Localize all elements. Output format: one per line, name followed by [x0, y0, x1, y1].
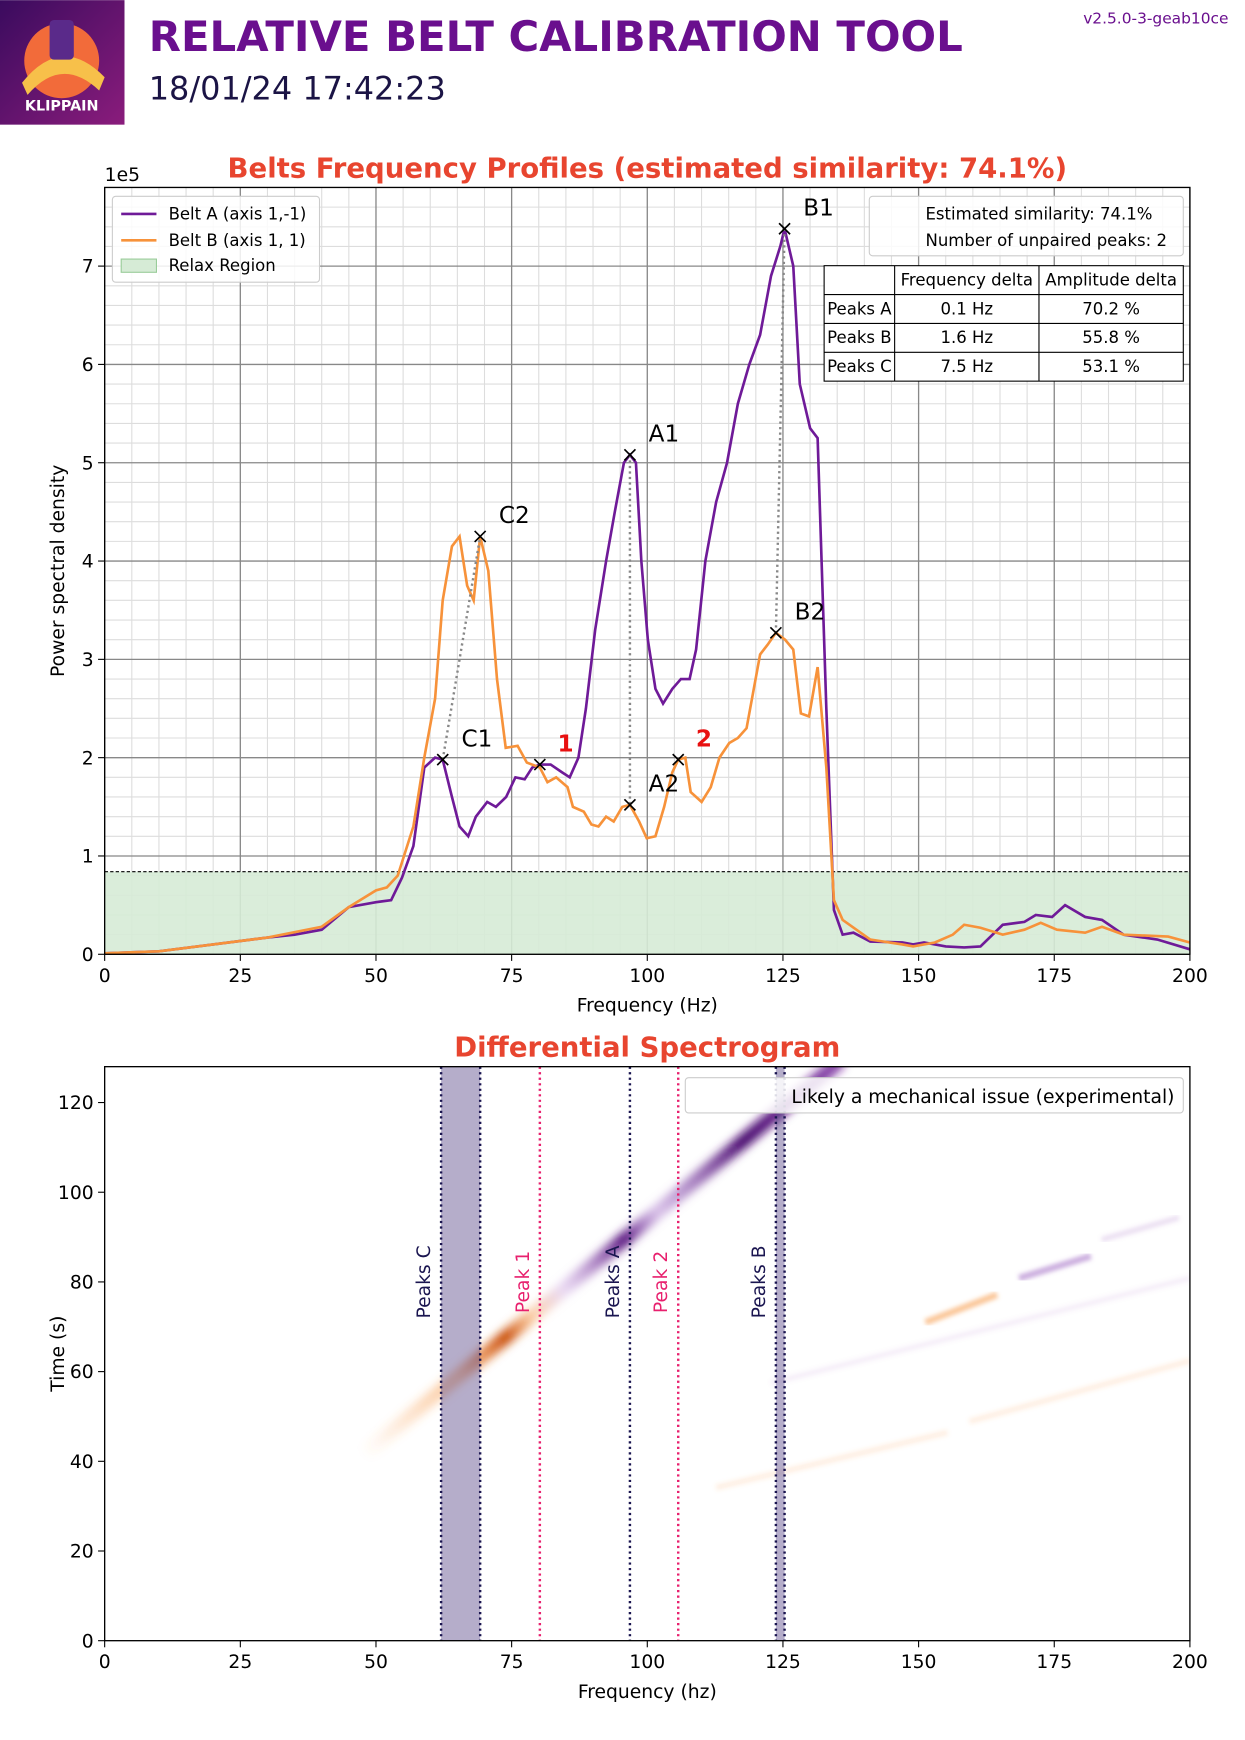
- table-cell: Peaks B: [827, 328, 891, 347]
- plot-frame: [104, 1066, 1191, 1642]
- peak-marker: [623, 448, 637, 461]
- table-cell: Peaks A: [827, 299, 892, 318]
- annotation-box: [684, 1077, 1184, 1114]
- peak-line-label: Peaks C: [414, 1245, 435, 1318]
- peak-label: C1: [461, 726, 492, 752]
- legend-swatch: [120, 258, 158, 273]
- y-tick-label: 2: [82, 748, 94, 769]
- series-line: [104, 533, 1191, 955]
- table-cell: 7.5 Hz: [940, 357, 993, 376]
- chart-title: Belts Frequency Profiles (estimated simi…: [228, 153, 1068, 185]
- info-text: Number of unpaired peaks: 2: [925, 231, 1166, 250]
- y-tick-label: 40: [70, 1452, 94, 1473]
- y-tick-label: 7: [82, 257, 94, 278]
- plot-frame: [104, 186, 1191, 955]
- y-tick-label: 4: [82, 552, 94, 573]
- chart-title: Differential Spectrogram: [454, 1032, 840, 1064]
- legend: Belt A (axis 1,-1) Belt B (axis 1, 1) Rela…: [111, 195, 321, 283]
- y-axis-label: Time (s): [48, 1316, 69, 1393]
- x-tick-label: 100: [629, 1652, 665, 1673]
- peak-marker: [769, 626, 782, 639]
- x-tick-label: 75: [500, 1652, 524, 1673]
- x-tick-label: 0: [99, 1652, 111, 1673]
- page-title: RELATIVE BELT CALIBRATION TOOL: [149, 12, 963, 61]
- x-tick-label: 125: [765, 1652, 801, 1673]
- peak-marker: [672, 753, 685, 766]
- table-cell: 0.1 Hz: [940, 299, 993, 318]
- y-tick-label: 0: [82, 945, 94, 966]
- peak-label: C2: [499, 503, 530, 529]
- x-tick-label: 50: [364, 966, 388, 987]
- x-tick-label: 0: [99, 966, 111, 987]
- x-tick-label: 150: [901, 966, 937, 987]
- peak-pair-link: [441, 536, 482, 760]
- table-cell: Peaks C: [827, 357, 892, 376]
- y-tick-label: 20: [70, 1542, 94, 1563]
- spectrogram-image: [356, 1066, 1190, 1491]
- x-axis-label: Frequency (Hz): [577, 996, 718, 1017]
- y-tick-label: 0: [82, 1631, 94, 1652]
- x-tick-label: 50: [364, 1652, 388, 1673]
- relax-region: [104, 871, 1190, 955]
- x-tick-label: 200: [1172, 1652, 1208, 1673]
- table-cell: 55.8 %: [1082, 328, 1140, 347]
- peak-line-label: Peak 1: [513, 1251, 534, 1313]
- x-tick-label: 25: [228, 966, 252, 987]
- x-axis-label: Frequency (hz): [578, 1682, 717, 1703]
- unpaired-peak-label: 1: [557, 731, 573, 757]
- info-box: [868, 195, 1184, 257]
- table-cell: 53.1 %: [1082, 357, 1140, 376]
- y-tick-label: 3: [82, 650, 94, 671]
- x-tick-label: 100: [629, 966, 665, 987]
- logo: KLIPPAIN: [0, 0, 125, 125]
- x-tick-label: 175: [1036, 1652, 1072, 1673]
- peak-pair-link: [774, 228, 786, 633]
- table-header: Amplitude delta: [1045, 271, 1177, 290]
- y-tick-label: 120: [58, 1093, 94, 1114]
- peak-line-label: Peaks B: [749, 1245, 770, 1318]
- table-cell: 70.2 %: [1082, 299, 1140, 318]
- legend-label: Belt A (axis 1,-1): [169, 204, 307, 223]
- peak-marker: [623, 798, 637, 811]
- logo-text: KLIPPAIN: [25, 98, 99, 114]
- y-axis-label: Power spectral density: [48, 465, 69, 677]
- y-tick-label: 60: [70, 1362, 94, 1383]
- y-tick-label: 5: [82, 453, 94, 474]
- peak-band: [441, 1066, 481, 1641]
- peak-label: A2: [649, 772, 680, 798]
- unpaired-peak-label: 2: [696, 726, 712, 752]
- peak-label: A1: [649, 422, 680, 448]
- x-tick-label: 125: [765, 966, 801, 987]
- peak-band: [775, 1066, 785, 1641]
- page-date: 18/01/24 17:42:23: [149, 69, 446, 107]
- peak-marker: [533, 758, 546, 771]
- peak-line-label: Peak 2: [651, 1251, 672, 1313]
- peak-line-label: Peaks A: [603, 1245, 624, 1318]
- x-tick-label: 200: [1172, 966, 1208, 987]
- annotation: Likely a mechanical issue (experimental): [791, 1087, 1174, 1108]
- table-header: Frequency delta: [901, 271, 1033, 290]
- y-tick-label: 80: [70, 1273, 94, 1294]
- peak-marker: [436, 753, 449, 766]
- legend-label: Relax Region: [169, 256, 276, 275]
- y-tick-label: 100: [58, 1183, 94, 1204]
- y-offset-label: 1e5: [105, 165, 140, 186]
- x-tick-label: 150: [901, 1652, 937, 1673]
- peak-label: B2: [795, 600, 826, 626]
- y-tick-label: 6: [82, 355, 94, 376]
- x-tick-label: 75: [500, 966, 524, 987]
- table-cell: 1.6 Hz: [940, 328, 993, 347]
- y-tick-label: 1: [82, 847, 94, 868]
- info-text: Estimated similarity: 74.1%: [925, 204, 1152, 223]
- x-tick-label: 175: [1036, 966, 1072, 987]
- legend-label: Belt B (axis 1, 1): [169, 231, 306, 250]
- peak-marker: [778, 222, 791, 235]
- peak-marker: [474, 530, 487, 543]
- x-tick-label: 25: [228, 1652, 252, 1673]
- peak-label: B1: [803, 196, 834, 222]
- version: v2.5.0-3-geab10ce: [1083, 9, 1228, 27]
- legend-box: [111, 195, 321, 283]
